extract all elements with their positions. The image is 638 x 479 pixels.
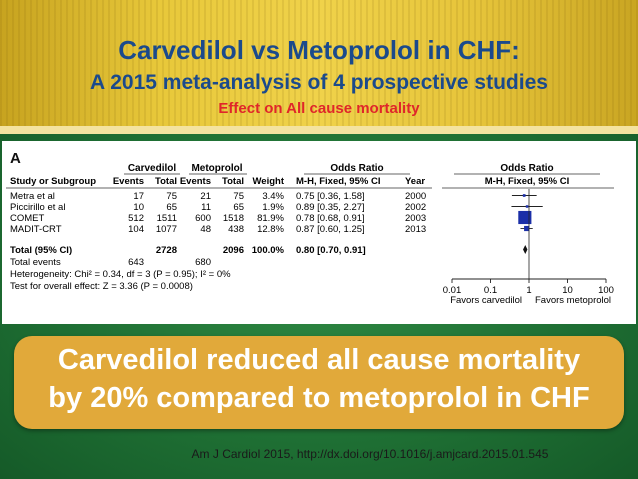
- forest-plot: A Carvedilol Metoprolol Odds Ratio Odds …: [6, 150, 614, 306]
- study-rows: Metra et al 17 75 21 75 3.4% 0.75 [0.36, 1.58]…: [10, 191, 543, 235]
- events-metoprolol: 11: [201, 202, 211, 213]
- study-odds-ratio: 0.75 [0.36, 1.58]: [296, 191, 365, 202]
- study-year: 2002: [405, 202, 426, 213]
- total-n2: 2096: [223, 245, 244, 256]
- overall-effect-text: Test for overall effect: Z = 3.36 (P = 0…: [10, 281, 193, 292]
- total-carvedilol: 1077: [156, 224, 177, 235]
- events-metoprolol: 48: [200, 224, 211, 235]
- total-events2: 680: [195, 257, 211, 268]
- x-tick-label: 10: [562, 285, 573, 296]
- x-tick-label: 1: [526, 285, 531, 296]
- study-name: Metra et al: [10, 191, 55, 202]
- study-year: 2003: [405, 213, 426, 224]
- study-year: 2013: [405, 224, 426, 235]
- total-events-label: Total events: [10, 257, 61, 268]
- group-header-or-plot: Odds Ratio: [500, 163, 553, 174]
- study-year: 2000: [405, 191, 426, 202]
- col-header-total1: Total: [155, 176, 177, 187]
- study-name: COMET: [10, 213, 45, 224]
- col-header-study: Study or Subgroup: [10, 176, 96, 187]
- forest-plot-panel: A Carvedilol Metoprolol Odds Ratio Odds …: [2, 141, 636, 324]
- col-header-or: M-H, Fixed, 95% CI: [296, 176, 380, 187]
- slide-title: Carvedilol vs Metoprolol in CHF:: [118, 35, 520, 65]
- col-header-plot: M-H, Fixed, 95% CI: [485, 176, 569, 187]
- conclusion-line-1: Carvedilol reduced all cause mortality: [57, 344, 581, 376]
- col-header-year: Year: [405, 176, 425, 187]
- total-carvedilol: 1511: [157, 213, 177, 224]
- conclusion-banner: Carvedilol reduced all cause mortality b…: [14, 336, 624, 429]
- divider-stripe: [0, 126, 638, 134]
- events-carvedilol: 17: [133, 191, 144, 202]
- total-label: Total (95% CI): [10, 245, 72, 256]
- events-carvedilol: 10: [133, 202, 144, 213]
- total-or: 0.80 [0.70, 0.91]: [296, 245, 366, 256]
- total-carvedilol: 75: [166, 191, 177, 202]
- study-marker: [524, 225, 530, 232]
- conclusion-line-2: by 20% compared to metoprolol in CHF: [48, 382, 590, 414]
- pooled-estimate-diamond: [523, 245, 528, 254]
- total-metoprolol: 1518: [223, 213, 244, 224]
- study-marker: [522, 194, 526, 197]
- total-n1: 2728: [156, 245, 177, 256]
- study-marker: [518, 210, 532, 225]
- effect-subtitle: Effect on All cause mortality: [218, 100, 420, 117]
- group-header-carvedilol: Carvedilol: [128, 163, 177, 174]
- study-weight: 1.9%: [262, 202, 284, 213]
- col-header-events1: Events: [113, 176, 144, 187]
- total-metoprolol: 438: [228, 224, 244, 235]
- total-carvedilol: 65: [166, 202, 177, 213]
- col-header-weight: Weight: [253, 176, 285, 187]
- events-metoprolol: 600: [195, 213, 211, 224]
- header-background: [0, 0, 638, 126]
- study-odds-ratio: 0.89 [0.35, 2.27]: [296, 202, 365, 213]
- group-header-metoprolol: Metoprolol: [191, 163, 242, 174]
- x-tick-label: 0.01: [443, 285, 462, 296]
- citation: Am J Cardiol 2015, http://dx.doi.org/10.…: [191, 447, 549, 461]
- study-weight: 3.4%: [262, 191, 284, 202]
- total-metoprolol: 75: [233, 191, 244, 202]
- panel-label: A: [10, 150, 21, 167]
- total-weight: 100.0%: [252, 245, 285, 256]
- col-header-total2: Total: [222, 176, 244, 187]
- study-marker: [525, 205, 529, 208]
- events-metoprolol: 21: [200, 191, 211, 202]
- x-tick-label: 100: [598, 285, 614, 296]
- events-carvedilol: 104: [128, 224, 144, 235]
- study-odds-ratio: 0.87 [0.60, 1.25]: [296, 224, 365, 235]
- study-weight: 81.9%: [257, 213, 284, 224]
- col-header-events2: Events: [180, 176, 211, 187]
- study-name: Piccirillo et al: [10, 202, 65, 213]
- events-carvedilol: 512: [128, 213, 144, 224]
- group-header-or-table: Odds Ratio: [330, 163, 383, 174]
- favors-right-label: Favors metoprolol: [535, 295, 611, 306]
- total-metoprolol: 65: [233, 202, 244, 213]
- heterogeneity-text: Heterogeneity: Chi² = 0.34, df = 3 (P = …: [10, 269, 231, 280]
- study-weight: 12.8%: [257, 224, 284, 235]
- favors-left-label: Favors carvedilol: [450, 295, 522, 306]
- slide-subtitle: A 2015 meta-analysis of 4 prospective st…: [90, 71, 548, 94]
- total-events1: 643: [128, 257, 144, 268]
- study-odds-ratio: 0.78 [0.68, 0.91]: [296, 213, 365, 224]
- x-axis-ticks: 0.01 0.1 1 10 100: [443, 279, 614, 296]
- x-tick-label: 0.1: [484, 285, 497, 296]
- study-name: MADIT-CRT: [10, 224, 62, 235]
